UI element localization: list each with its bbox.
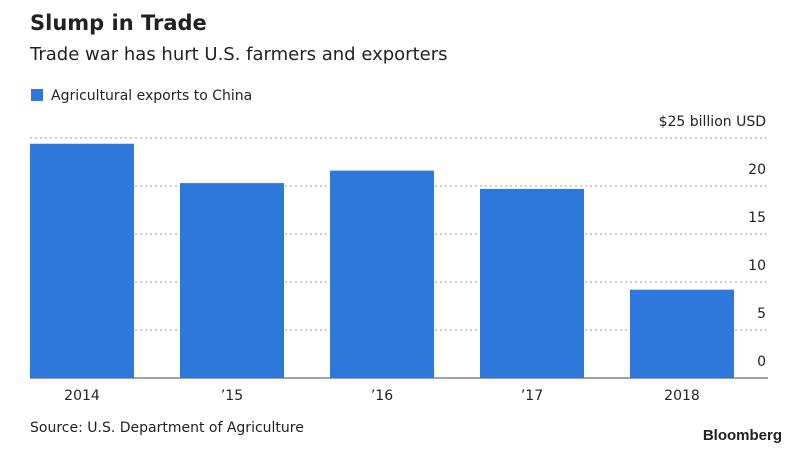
bar [480,188,584,378]
y-tick-label: 5 [757,306,766,322]
legend-swatch [31,89,43,101]
bar [30,143,134,378]
x-tick-label: ’16 [371,388,393,404]
x-tick-label: 2018 [664,388,700,404]
y-tick-label: 20 [748,162,766,178]
x-tick-label: 2014 [64,388,100,404]
legend-label: Agricultural exports to China [51,88,252,104]
y-tick-label: $25 billion USD [659,114,766,130]
x-tick-label: ’17 [521,388,543,404]
source: Source: U.S. Department of Agriculture [30,420,304,436]
bar [630,289,734,378]
y-tick-label: 10 [748,258,766,274]
brand: Bloomberg [703,427,782,444]
bar [180,183,284,378]
y-tick-label: 15 [748,210,766,226]
bar [330,170,434,378]
y-tick-label: 0 [757,354,766,370]
x-tick-label: ’15 [221,388,243,404]
chart-title: Slump in Trade [30,11,207,35]
chart-subtitle: Trade war has hurt U.S. farmers and expo… [29,44,447,65]
